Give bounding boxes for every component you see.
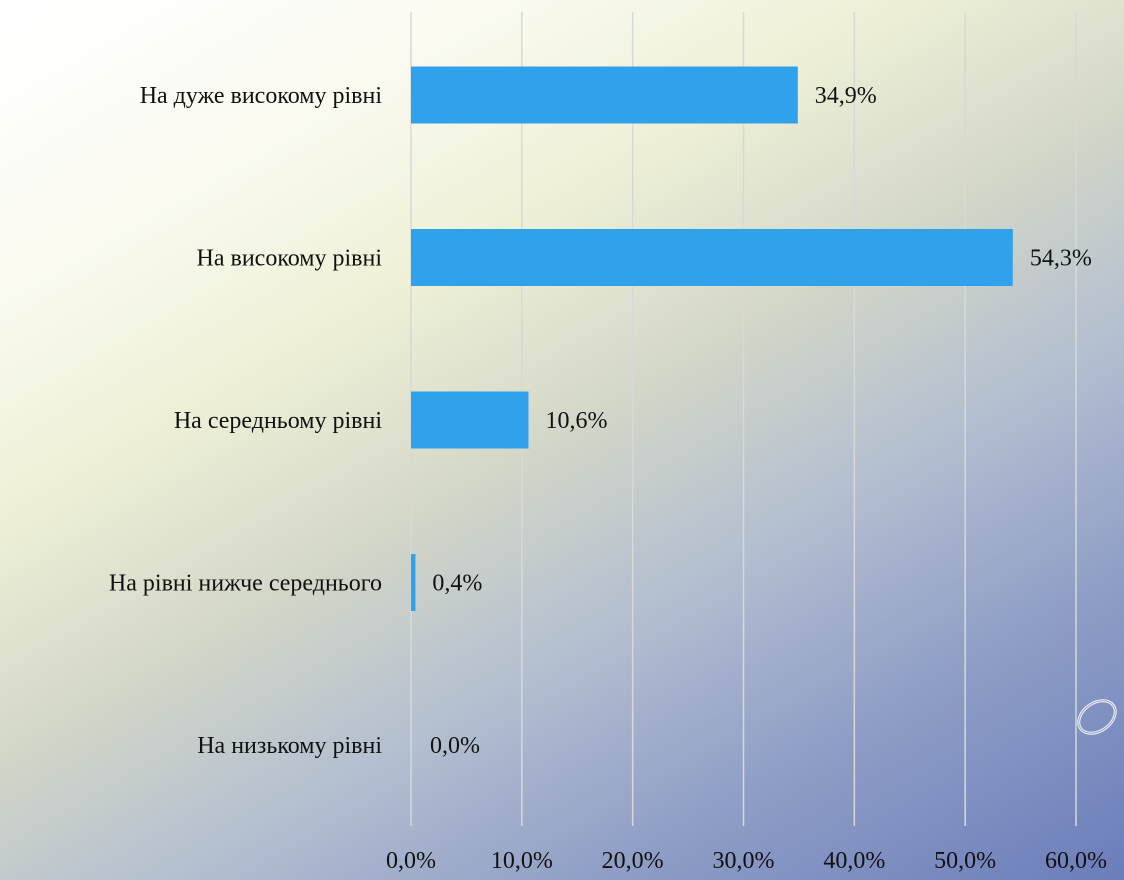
data-label: 10,6%: [545, 408, 607, 434]
gridlines: [410, 12, 1077, 826]
bar: [411, 229, 1013, 286]
category-label: На дуже високому рівні: [140, 83, 383, 109]
x-tick-label: 10,0%: [491, 848, 553, 874]
bar: [411, 66, 798, 124]
data-label: 54,3%: [1030, 246, 1092, 272]
ring-icon: [1077, 699, 1117, 735]
category-label: На середньому рівні: [174, 408, 382, 434]
x-tick-label: 50,0%: [934, 848, 996, 874]
x-tick-label: 20,0%: [602, 848, 664, 874]
x-tick-label: 0,0%: [386, 848, 436, 874]
category-label: На низькому рівні: [197, 733, 382, 759]
x-tick-label: 30,0%: [713, 848, 775, 874]
x-tick-label: 40,0%: [823, 848, 885, 874]
bar: [411, 554, 416, 611]
x-axis-tick-labels: 0,0% 10,0% 20,0% 30,0% 40,0% 50,0% 60,0%: [386, 848, 1107, 874]
category-labels: На дуже високому рівні На високому рівні Н…: [109, 83, 382, 759]
value-labels: 34,9% 54,3% 10,6% 0,4% 0,0%: [430, 83, 1092, 759]
data-label: 0,4%: [432, 571, 482, 597]
x-tick-label: 60,0%: [1045, 848, 1107, 874]
category-label: На рівні нижче середнього: [109, 571, 382, 597]
bars: [411, 66, 1013, 611]
data-label: 0,0%: [430, 733, 480, 759]
data-label: 34,9%: [815, 83, 877, 109]
category-label: На високому рівні: [197, 246, 383, 272]
bar: [411, 391, 529, 449]
